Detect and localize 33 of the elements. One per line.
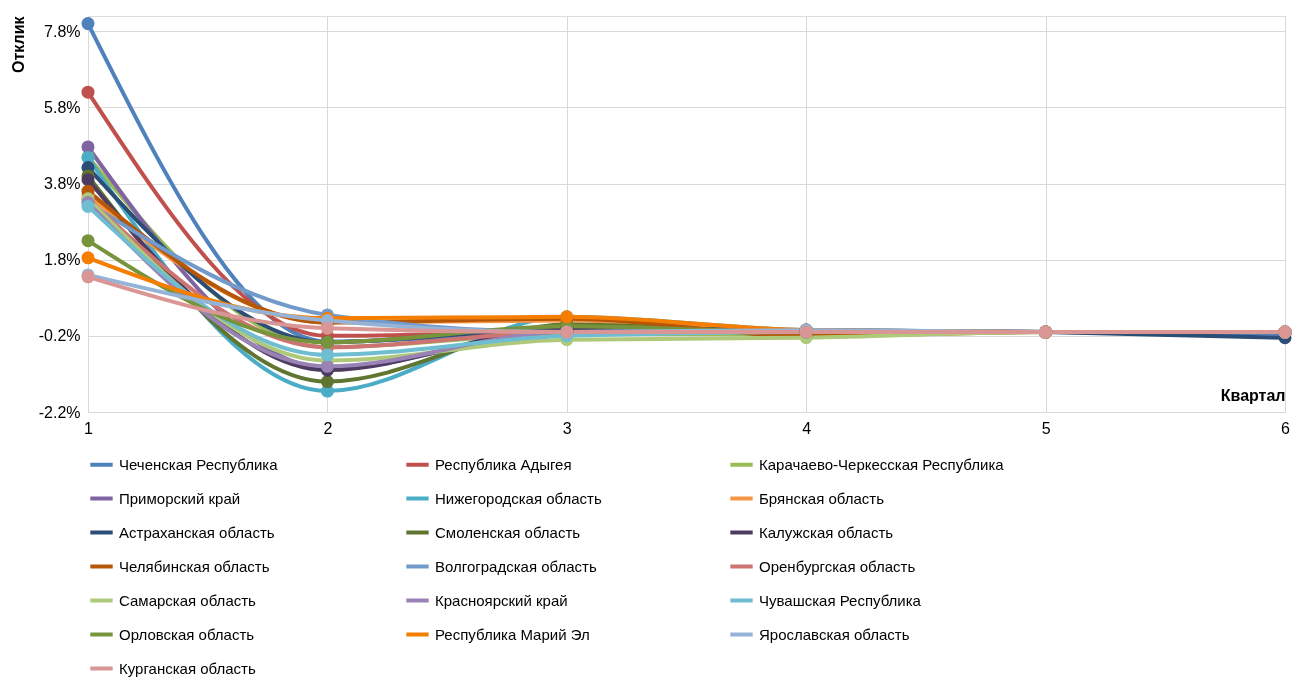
legend-label: Приморский край [119, 489, 241, 507]
x-tick-label: 2 [323, 419, 333, 437]
y-tick-label: 5.8% [44, 98, 81, 116]
x-tick-label: 4 [802, 419, 812, 437]
legend-label: Карачаево-Черкесская Республика [759, 455, 1005, 473]
x-tick-label: 3 [562, 419, 572, 437]
legend-label: Красноярский край [435, 591, 568, 609]
x-tick-label: 1 [84, 419, 94, 437]
legend-label: Республика Адыгея [435, 455, 572, 473]
legend-label: Самарская область [119, 591, 257, 609]
legend-label: Курганская область [119, 659, 256, 677]
legend-label: Ярославская область [759, 625, 910, 643]
legend-label: Республика Марий Эл [435, 625, 590, 643]
y-tick-label: 7.8% [44, 22, 81, 40]
y-tick-label: 3.8% [44, 175, 81, 193]
x-tick-label: 5 [1041, 419, 1051, 437]
y-tick-label: 1.8% [44, 251, 81, 269]
legend-label: Чеченская Республика [119, 455, 279, 473]
x-axis-title: Квартал [1220, 386, 1286, 404]
x-tick-label: 6 [1281, 419, 1291, 437]
legend-label: Нижегородская область [435, 489, 602, 507]
legend-label: Брянская область [759, 489, 885, 507]
legend-label: Оренбургская область [759, 557, 916, 575]
legend-label: Челябинская область [119, 557, 270, 575]
y-tick-label: -0.2% [38, 327, 81, 345]
legend-label: Орловская область [119, 625, 255, 643]
y-tick-label: -2.2% [38, 403, 81, 421]
legend-label: Астраханская область [119, 523, 275, 541]
legend-label: Чувашская Республика [759, 591, 922, 609]
y-axis-title: Отклик [9, 15, 27, 73]
legend-label: Смоленская область [435, 523, 581, 541]
legend-label: Калужская область [759, 523, 894, 541]
legend-label: Волгоградская область [435, 557, 597, 575]
